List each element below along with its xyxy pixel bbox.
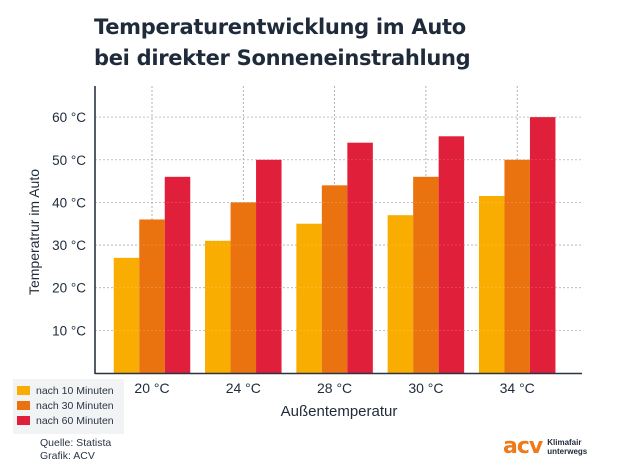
logo-mark: acv	[503, 434, 543, 459]
source-note: Quelle: Statista Grafik: ACV	[40, 437, 111, 463]
bar-10min	[387, 215, 414, 373]
y-tick-label: 50 °C	[52, 153, 86, 168]
bar-30min	[413, 176, 439, 373]
x-tick-label: 20 °C	[134, 380, 169, 396]
x-axis-title: Außentemperatur	[280, 403, 398, 420]
legend-label-30min: nach 30 Minuten	[36, 399, 114, 412]
chart-title-line-1: Temperaturentwicklung im Auto	[94, 15, 466, 39]
x-tick-label: 28 °C	[317, 380, 352, 396]
logo-tagline-1: Klimafair	[547, 438, 582, 447]
legend-item-60min: nach 60 Minuten	[17, 413, 124, 428]
y-axis-title: Temperatrur im Auto	[26, 168, 42, 296]
bar-60min	[347, 142, 373, 373]
legend-item-10min: nach 10 Minuten	[17, 383, 124, 398]
legend-swatch-60min	[17, 416, 30, 425]
bar-30min	[321, 185, 348, 373]
bar-10min	[113, 257, 140, 373]
logo-tagline-2: unterwegs	[547, 447, 588, 456]
bar-30min	[139, 219, 165, 373]
x-tick-label: 34 °C	[500, 380, 535, 396]
bars	[95, 116, 582, 373]
bar-10min	[478, 196, 505, 373]
graphic-credit: Grafik: ACV	[40, 450, 95, 462]
bar-60min	[529, 117, 556, 373]
legend-swatch-30min	[17, 401, 30, 410]
y-tick-label: 60 °C	[52, 110, 86, 125]
legend-label-10min: nach 10 Minuten	[36, 384, 114, 397]
bar-60min	[164, 176, 191, 373]
x-tick-labels: 20 °C 24 °C 28 °C 30 °C 34 °C	[134, 380, 534, 396]
bar-60min	[438, 136, 465, 373]
bar-30min	[504, 159, 530, 373]
bar-10min	[205, 240, 231, 373]
logo-tagline: Klimafair unterwegs	[547, 438, 587, 456]
bar-60min	[256, 159, 282, 373]
bar-10min	[296, 223, 322, 373]
y-tick-label: 20 °C	[52, 281, 86, 296]
legend: nach 10 Minuten nach 30 Minuten nach 60 …	[13, 379, 124, 434]
y-tick-label: 30 °C	[52, 238, 86, 253]
acv-logo: acv Klimafair unterwegs	[503, 436, 587, 458]
y-tick-label: 10 °C	[52, 323, 86, 338]
bar-30min	[230, 202, 257, 373]
legend-item-30min: nach 30 Minuten	[17, 398, 124, 413]
legend-swatch-10min	[17, 386, 30, 395]
axes	[94, 86, 582, 375]
y-tick-label: 40 °C	[52, 195, 86, 210]
source-text: Quelle: Statista	[40, 437, 112, 449]
y-tick-labels: 10 °C 20 °C 30 °C 40 °C 50 °C 60 °C	[52, 110, 86, 338]
chart-title-line-2: bei direkter Sonneneinstrahlung	[94, 46, 471, 70]
x-tick-label: 24 °C	[226, 380, 261, 396]
chart-title: Temperaturentwicklung im Auto bei direkt…	[94, 12, 471, 74]
x-tick-label: 30 °C	[408, 380, 443, 396]
legend-label-60min: nach 60 Minuten	[36, 414, 114, 427]
